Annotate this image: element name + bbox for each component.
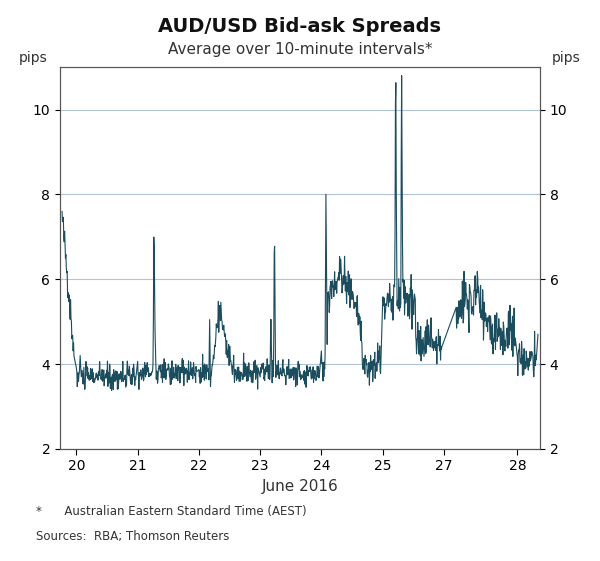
X-axis label: June 2016: June 2016 <box>262 479 338 494</box>
Text: pips: pips <box>19 52 48 66</box>
Text: pips: pips <box>552 52 581 66</box>
Text: Average over 10-minute intervals*: Average over 10-minute intervals* <box>168 42 432 57</box>
Text: *      Australian Eastern Standard Time (AEST): * Australian Eastern Standard Time (AEST… <box>36 505 307 518</box>
Text: Sources:  RBA; Thomson Reuters: Sources: RBA; Thomson Reuters <box>36 530 229 543</box>
Text: AUD/USD Bid-ask Spreads: AUD/USD Bid-ask Spreads <box>158 17 442 36</box>
